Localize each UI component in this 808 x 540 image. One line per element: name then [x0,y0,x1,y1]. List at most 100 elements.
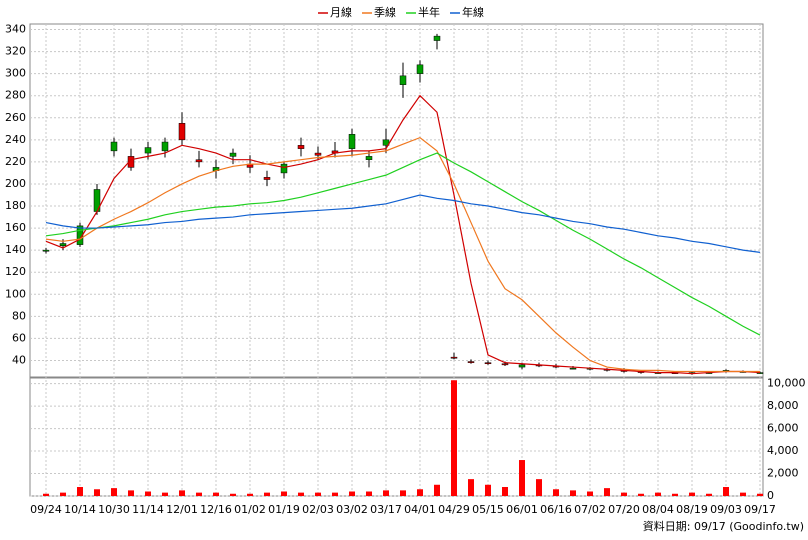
volume-bar [43,493,49,496]
legend-label: 半年 [418,5,440,19]
y-tick-label: 260 [5,111,26,124]
y-tick-label: 240 [5,133,26,146]
y-tick-label: 80 [12,309,26,322]
volume-bar [94,489,100,496]
volume-bar [332,492,338,496]
candle-body [416,64,424,74]
candle-body [229,152,237,157]
price-panel [29,23,764,378]
candle-body [263,177,271,180]
x-tick-label: 06/16 [540,503,572,516]
ma-line [45,194,761,253]
volume-bar [451,380,457,496]
legend-label: 年線 [462,5,484,19]
volume-bar [196,492,202,496]
x-tick-label: 09/24 [30,503,62,516]
y-tick-label: 200 [5,177,26,190]
x-tick-label: 04/01 [404,503,436,516]
volume-bar [536,479,542,496]
y-tick-label: 140 [5,243,26,256]
volume-bar [519,460,525,496]
volume-bar [162,492,168,496]
y2-tick-label: 6,000 [767,422,799,435]
candle-body [450,356,458,359]
y-tick-label: 300 [5,67,26,80]
ma-line [45,136,760,373]
volume-bar [604,488,610,496]
x-tick-label: 10/14 [64,503,96,516]
x-tick-label: 01/19 [268,503,300,516]
x-tick-label: 07/20 [608,503,640,516]
volume-bar [315,492,321,496]
volume-bar [468,479,474,496]
x-tick-label: 12/16 [200,503,232,516]
volume-bar [706,493,712,496]
candle-body [161,141,169,152]
y2-tick-label: 2,000 [767,467,799,480]
y-tick-label: 280 [5,89,26,102]
x-tick-label: 02/03 [302,503,334,516]
volume-bar [417,489,423,496]
y2-tick-label: 10,000 [767,377,806,390]
volume-bar [553,489,559,496]
volume-bar [179,490,185,496]
y-tick-label: 180 [5,199,26,212]
candle-body [280,163,288,174]
volume-bar [77,487,83,496]
volume-bar [723,487,729,496]
x-tick-label: 07/02 [574,503,606,516]
y2-tick-label: 4,000 [767,444,799,457]
x-tick-label: 03/17 [370,503,402,516]
x-tick-label: 12/01 [166,503,198,516]
volume-bar [434,484,440,496]
candle-body [501,363,509,366]
candle-body [348,134,356,149]
candle-body [110,141,118,152]
y2-tick-label: 0 [767,489,774,502]
volume-bar [213,492,219,496]
candle-body [42,249,50,252]
y-tick-label: 320 [5,45,26,58]
volume-bar [672,493,678,496]
candle-body [467,361,475,363]
candle-body [433,35,441,41]
x-tick-label: 04/29 [438,503,470,516]
candle-body [297,145,305,149]
candle-body [399,75,407,85]
volume-bar [111,488,117,496]
candle-body [365,156,373,160]
candle-body [314,152,322,156]
volume-bar [502,487,508,496]
volume-bar [383,490,389,496]
x-tick-label: 08/19 [676,503,708,516]
y-tick-label: 100 [5,287,26,300]
volume-bar [400,490,406,496]
candle-body [484,362,492,365]
candle-body [59,243,67,246]
volume-bar [128,490,134,496]
candle-body [195,159,203,163]
footer: 資料日期: 09/17 (Goodinfo.tw) [643,519,804,533]
volume-bar [281,491,287,496]
x-tick-label: 03/02 [336,503,368,516]
volume-bar [60,492,66,496]
volume-bar [298,492,304,496]
volume-bar [621,492,627,496]
candle-body [144,147,152,154]
y2-tick-label: 8,000 [767,399,799,412]
x-tick-label: 06/01 [506,503,538,516]
volume-bar [230,493,236,496]
volume-bar [689,492,695,496]
y-tick-label: 220 [5,155,26,168]
legend-label: 月線 [330,5,352,19]
x-tick-label: 08/04 [642,503,674,516]
volume-bar [485,484,491,496]
volume-bar [247,493,253,496]
x-tick-label: 09/17 [744,503,776,516]
y-tick-label: 160 [5,221,26,234]
x-tick-label: 10/30 [98,503,130,516]
volume-bar [145,491,151,496]
volume-bar [740,492,746,496]
y-tick-label: 340 [5,23,26,36]
y-tick-label: 40 [12,353,26,366]
